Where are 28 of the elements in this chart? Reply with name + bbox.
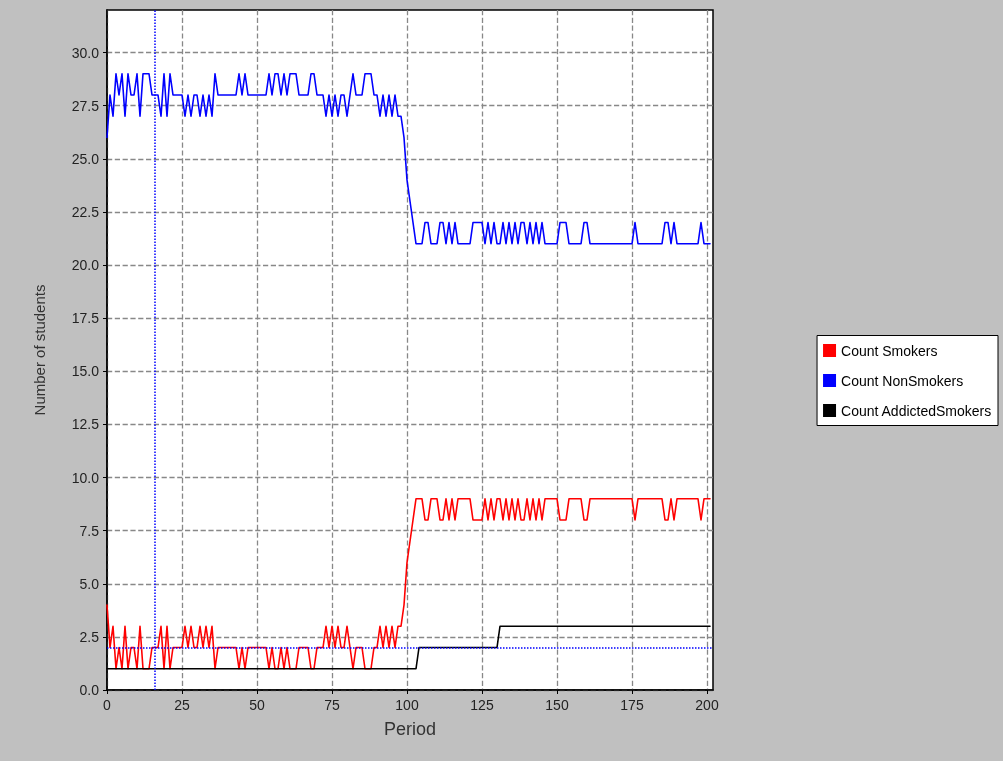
y-tick-label: 15.0 bbox=[71, 363, 100, 380]
y-tick-label: 20.0 bbox=[71, 257, 100, 273]
y-tick-label: 22.5 bbox=[71, 203, 100, 220]
x-tick-label: 125 bbox=[470, 697, 494, 713]
line-series bbox=[106, 497, 711, 670]
x-tick-label: 200 bbox=[695, 697, 719, 713]
x-tick-label: 100 bbox=[395, 697, 419, 713]
x-tick-label: 50 bbox=[249, 697, 265, 713]
legend-label: Count NonSmokers bbox=[841, 372, 964, 389]
y-axis-title: Number of students bbox=[31, 284, 48, 416]
y-tick-label: 27.5 bbox=[71, 97, 100, 114]
x-tick-label: 175 bbox=[620, 697, 644, 713]
y-tick-label: 2.5 bbox=[79, 628, 100, 645]
x-axis-title: Period bbox=[383, 719, 437, 739]
y-tick-label: 7.5 bbox=[79, 522, 100, 539]
y-tick-label: 25.0 bbox=[71, 150, 100, 167]
y-tick-label: 30.0 bbox=[71, 44, 100, 61]
y-tick-label: 17.5 bbox=[71, 310, 100, 327]
x-tick-label: 0 bbox=[103, 697, 112, 713]
y-tick-label: 0.0 bbox=[79, 682, 100, 698]
x-tick-label: 75 bbox=[324, 697, 340, 713]
legend-label: Count AddictedSmokers bbox=[841, 402, 992, 419]
x-tick-label: 150 bbox=[545, 697, 569, 713]
y-tick-label: 5.0 bbox=[79, 575, 100, 592]
y-tick-label: 10.0 bbox=[71, 469, 100, 486]
x-tick-label: 25 bbox=[174, 697, 190, 713]
y-tick-label: 12.5 bbox=[71, 416, 100, 433]
legend-label: Count Smokers bbox=[841, 342, 938, 359]
